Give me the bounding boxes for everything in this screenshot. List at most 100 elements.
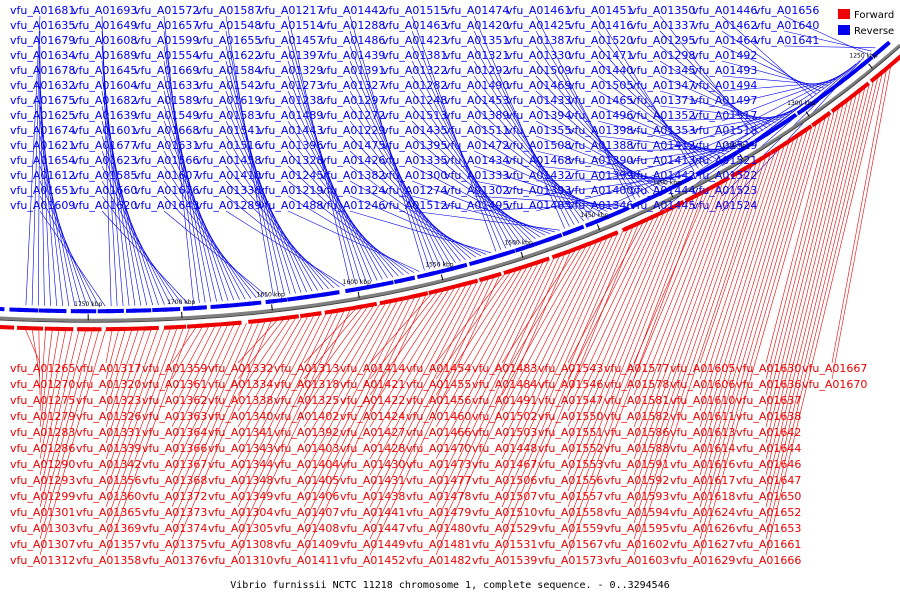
forward-leader-line: [105, 330, 113, 364]
reverse-leader-line: [287, 30, 356, 285]
forward-leader-line: [171, 325, 216, 412]
reverse-gene-label: vfu_A01337: [630, 19, 695, 32]
reverse-gene-label: vfu_A01566: [134, 154, 199, 167]
reverse-leader-line: [225, 90, 302, 293]
reverse-leader-line: [721, 81, 833, 92]
scale-tick: [669, 191, 674, 198]
reverse-gene-label: vfu_A01608: [72, 34, 137, 47]
forward-gene-track: [0, 54, 900, 332]
reverse-gene-label: vfu_A01330: [506, 49, 571, 62]
reverse-leader-line: [163, 180, 257, 299]
forward-gene-label: vfu_A01610: [670, 394, 735, 407]
forward-leader-line: [369, 283, 472, 476]
forward-leader-line: [435, 257, 555, 508]
forward-gene-label: vfu_A01270: [10, 378, 75, 391]
forward-leader-line: [171, 321, 260, 524]
scale-tick: [271, 304, 273, 311]
forward-leader-line: [303, 306, 369, 396]
forward-leader-line: [303, 301, 392, 460]
reverse-gene-arrow: [143, 308, 152, 313]
reverse-leader-line: [101, 165, 171, 305]
forward-gene-arrow: [177, 324, 187, 330]
forward-gene-label: vfu_A01478: [406, 490, 471, 503]
forward-leader-line: [303, 296, 415, 524]
forward-leader-line: [567, 217, 654, 396]
scale-tick-label: 1300 kbp: [787, 100, 815, 107]
reverse-gene-label: vfu_A01554: [134, 49, 199, 62]
forward-gene-label: vfu_A01305: [208, 522, 273, 535]
reverse-gene-label: vfu_A01322: [382, 64, 447, 77]
reverse-gene-labels: vfu_A01681 vfu_A01635 vfu_A01679 vfu_A01634…: [10, 4, 819, 212]
forward-leader-line: [105, 329, 133, 412]
scale-tick: [440, 274, 444, 281]
reverse-gene-label: vfu_A01295: [630, 34, 695, 47]
forward-leader-line: [699, 120, 822, 540]
forward-gene-label: vfu_A01421: [340, 378, 405, 391]
forward-gene-label: vfu_A01553: [538, 458, 603, 471]
forward-leader-line: [39, 330, 93, 524]
reverse-gene-label: vfu_A01660: [72, 184, 137, 197]
reverse-gene-label: vfu_A01513: [382, 109, 447, 122]
forward-gene-label: vfu_A01375: [142, 538, 207, 551]
forward-gene-arrow: [736, 163, 753, 175]
forward-leader-line: [501, 235, 613, 476]
forward-leader-line: [39, 330, 86, 508]
reverse-leader-line: [349, 135, 466, 261]
scale-tick-label: 1650 kbp: [257, 291, 285, 298]
reverse-leader-line: [225, 15, 274, 297]
forward-gene-label: vfu_A01627: [670, 538, 735, 551]
forward-leader-line: [105, 327, 184, 540]
reverse-leader-line: [349, 45, 436, 268]
reverse-gene-arrow: [105, 309, 114, 314]
forward-gene-label: vfu_A01491: [472, 394, 537, 407]
forward-gene-label: vfu_A01372: [142, 490, 207, 503]
forward-leader-line: [171, 323, 241, 476]
forward-leader-line: [765, 97, 853, 444]
forward-leader-line: [369, 281, 478, 492]
reverse-leader-line: [411, 90, 522, 244]
forward-leader-line: [435, 268, 522, 412]
reverse-gene-arrow: [616, 206, 630, 215]
reverse-gene-label: vfu_A01621: [10, 139, 75, 152]
reverse-leader-line: [535, 60, 645, 196]
reverse-gene-label: vfu_A01333: [444, 169, 509, 182]
forward-gene-label: vfu_A01363: [142, 410, 207, 423]
reverse-leader-line: [225, 150, 324, 290]
reverse-leader-line: [411, 210, 560, 231]
reverse-leader-line: [287, 180, 409, 275]
reverse-leader-line: [25, 15, 41, 306]
reverse-leader-line: [411, 105, 526, 243]
reverse-gene-arrow: [786, 113, 798, 122]
reverse-gene-label: vfu_A01398: [568, 124, 633, 137]
forward-leader-line: [171, 326, 197, 364]
forward-gene-arrow: [118, 326, 135, 332]
forward-gene-label: vfu_A01582: [604, 410, 669, 423]
reverse-leader-line: [163, 150, 246, 300]
forward-leader-line: [39, 330, 80, 492]
forward-gene-label: vfu_A01559: [538, 522, 603, 535]
reverse-leader-line: [225, 195, 340, 288]
reverse-leader-line: [535, 90, 654, 192]
forward-gene-label: vfu_A01652: [736, 506, 801, 519]
reverse-gene-label: vfu_A01416: [568, 19, 633, 32]
forward-gene-label: vfu_A01556: [538, 474, 603, 487]
reverse-gene-label: vfu_A01639: [72, 109, 137, 122]
reverse-leader-line: [721, 69, 849, 152]
forward-gene-label: vfu_A01606: [670, 378, 735, 391]
forward-leader-line: [237, 310, 345, 540]
reverse-gene-label: vfu_A01612: [10, 169, 75, 182]
forward-leader-line: [699, 139, 794, 444]
forward-leader-line: [303, 302, 386, 444]
reverse-gene-label: vfu_A01282: [382, 79, 447, 92]
reverse-gene-arrow: [823, 85, 836, 96]
reverse-leader-line: [349, 210, 492, 254]
forward-leader-line: [303, 298, 410, 508]
forward-gene-label: vfu_A01616: [670, 458, 735, 471]
reverse-gene-label: vfu_A01542: [196, 79, 261, 92]
reverse-gene-label: vfu_A01425: [506, 19, 571, 32]
forward-gene-arrow: [491, 271, 502, 279]
reverse-leader-line: [721, 45, 821, 92]
forward-leader-line: [633, 157, 766, 556]
forward-gene-label: vfu_A01455: [406, 378, 471, 391]
forward-leader-line: [765, 87, 866, 492]
